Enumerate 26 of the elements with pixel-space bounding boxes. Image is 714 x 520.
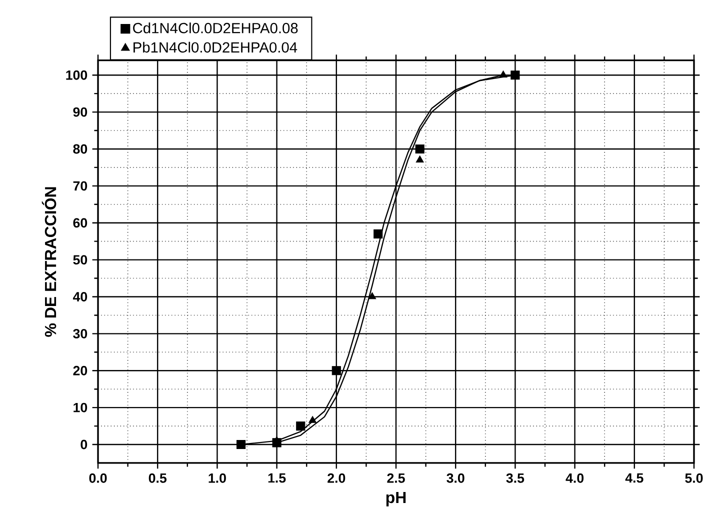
y-tick-label: 10 [74, 402, 88, 412]
y-tick-label: 30 [73, 328, 88, 338]
y-tick-label: 20 [73, 366, 88, 376]
x-tick-label: 0.0 [89, 473, 107, 483]
x-tick-label: 0.5 [148, 473, 167, 483]
y-axis-title: % DE EXTRACCIÓN [42, 187, 56, 337]
y-tick-label: 80 [73, 144, 88, 154]
x-tick-label: 2.5 [387, 473, 405, 483]
y-tick-label: 40 [72, 292, 88, 302]
x-tick-label: 4.0 [566, 473, 584, 483]
y-tick-label: 0 [80, 440, 88, 450]
x-tick-label: 3.5 [506, 473, 524, 483]
y-tick-label: 70 [73, 181, 88, 191]
x-tick-label: 1.0 [208, 473, 226, 483]
x-tick-label: 3.0 [446, 473, 464, 483]
y-tick-label: 60 [73, 218, 88, 228]
x-tick-label: 2.0 [328, 473, 346, 483]
y-tick-label: 90 [73, 107, 88, 117]
x-tick-label: 4.5 [625, 473, 644, 483]
legend-label: Cd1N4Cl0.0D2EHPA0.08 [133, 22, 298, 34]
y-tick-label: 50 [73, 255, 88, 265]
x-axis-title: pH [386, 492, 406, 506]
legend-label: Pb1N4Cl0.0D2EHPA0.04 [134, 42, 298, 53]
y-tick-label: 100 [66, 70, 88, 80]
x-tick-label: 1.5 [268, 473, 286, 483]
x-tick-label: 5.0 [685, 473, 703, 483]
